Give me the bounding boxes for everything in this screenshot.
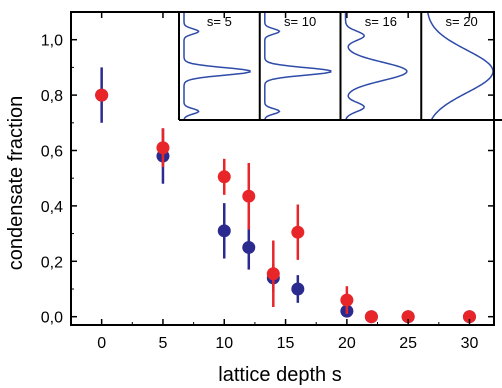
y-tick-label: 0,6 bbox=[41, 143, 63, 160]
data-point bbox=[95, 88, 109, 102]
y-tick-label: 0,0 bbox=[41, 310, 63, 327]
data-point bbox=[340, 293, 354, 307]
y-tick-label: 0,4 bbox=[41, 199, 63, 216]
data-point bbox=[266, 267, 280, 281]
inset-panel: s= 16 bbox=[339, 12, 408, 121]
data-point bbox=[291, 225, 305, 239]
x-tick-label: 5 bbox=[159, 335, 168, 352]
x-tick-label: 30 bbox=[461, 335, 479, 352]
inset-profile-line bbox=[344, 12, 408, 121]
data-point bbox=[401, 310, 415, 324]
x-tick-label: 10 bbox=[215, 335, 233, 352]
axes: 0 5 10 15 20 25 30 0,0 0,2 0,4 0,6 0,8 1,0 bbox=[41, 11, 495, 352]
data-point bbox=[156, 141, 170, 155]
y-tick-label: 1,0 bbox=[41, 33, 63, 50]
x-tick-label: 20 bbox=[338, 335, 356, 352]
data-point bbox=[242, 240, 256, 254]
inset-profile-line bbox=[426, 11, 494, 121]
inset-label: s= 5 bbox=[207, 14, 232, 29]
inset-panels: s= 5 s= 10 s= 16 s= 20 bbox=[178, 11, 502, 121]
x-tick-label: 25 bbox=[399, 335, 417, 352]
x-tick-label: 0 bbox=[97, 335, 106, 352]
data-point bbox=[242, 189, 256, 203]
series-2 bbox=[95, 88, 476, 324]
data-point bbox=[291, 282, 305, 296]
inset-label: s= 20 bbox=[446, 14, 478, 29]
data-point bbox=[364, 310, 378, 324]
x-tick-label: 15 bbox=[277, 335, 295, 352]
inset-profile-line bbox=[183, 12, 251, 121]
data-point bbox=[217, 224, 231, 238]
inset-label: s= 16 bbox=[365, 14, 397, 29]
inset-panel: s= 10 bbox=[258, 12, 332, 121]
y-tick-label: 0,8 bbox=[41, 88, 63, 105]
y-axis-label: condensate fraction bbox=[5, 96, 27, 271]
data-point bbox=[462, 310, 476, 324]
x-axis-label: lattice depth s bbox=[218, 364, 341, 386]
plot-frame bbox=[70, 11, 495, 326]
data-points bbox=[95, 67, 476, 324]
data-point bbox=[217, 170, 231, 184]
inset-label: s= 10 bbox=[284, 14, 316, 29]
y-tick-label: 0,2 bbox=[41, 254, 63, 271]
inset-profile-line bbox=[264, 12, 332, 121]
